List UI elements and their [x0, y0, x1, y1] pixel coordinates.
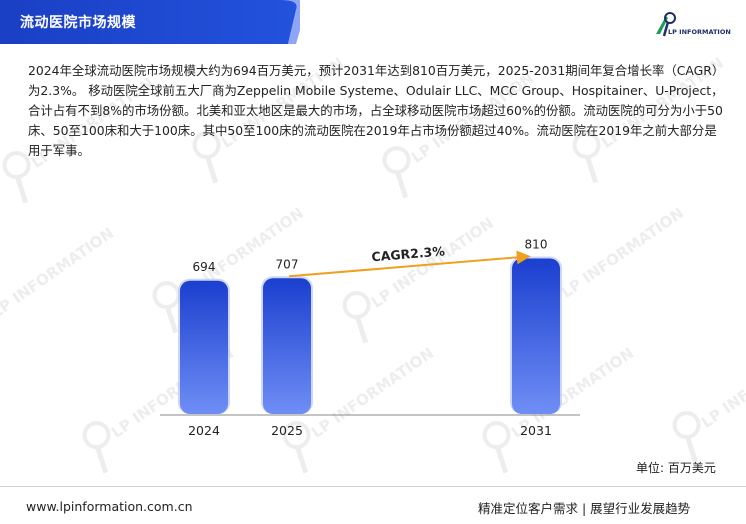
bar-2031 — [512, 258, 560, 414]
unit-label: 单位: 百万美元 — [636, 461, 716, 475]
bar-2025 — [263, 278, 311, 414]
cagr-annotation: CAGR2.3% — [371, 243, 446, 264]
market-size-chart: 694 2024 707 2025 810 2031 CAGR2.3% — [160, 237, 580, 438]
cagr-arrow — [288, 250, 531, 278]
page-title: 流动医院市场规模 — [20, 15, 136, 31]
title-bar — [0, 0, 300, 44]
lp-logo-icon — [656, 12, 676, 37]
x-tick-label-2031: 2031 — [520, 423, 552, 438]
header: 流动医院市场规模 LP INFORMATION — [0, 0, 746, 50]
logo-text: LP INFORMATION — [668, 28, 731, 36]
x-tick-label-2024: 2024 — [188, 423, 220, 438]
description-text: 2024年全球流动医院市场规模大约为694百万美元，预计2031年达到810百万… — [28, 63, 725, 158]
data-label-2024: 694 — [193, 260, 216, 274]
data-label-2031: 810 — [525, 237, 548, 251]
x-tick-label-2025: 2025 — [271, 423, 303, 438]
footer-divider — [0, 486, 746, 487]
data-label-2025: 707 — [276, 257, 299, 271]
footer-slogan: 精准定位客户需求 | 展望行业发展趋势 — [478, 501, 691, 516]
footer-website[interactable]: www.lpinformation.com.cn — [26, 499, 193, 514]
bar-2024 — [180, 280, 228, 414]
